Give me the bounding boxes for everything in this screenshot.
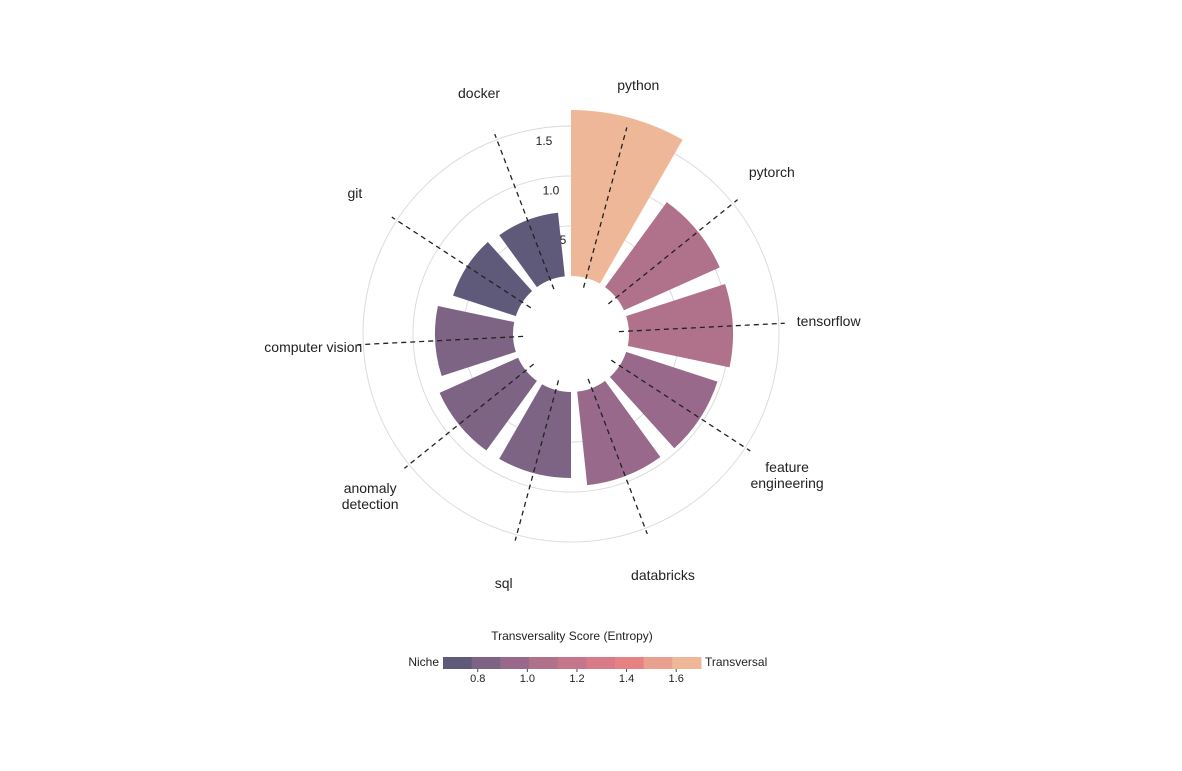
colorbar-cell — [529, 657, 559, 669]
colorbar-high-label: Transversal — [705, 655, 767, 669]
colorbar-cell — [643, 657, 673, 669]
bar — [453, 242, 533, 317]
spoke-line — [610, 359, 751, 452]
colorbar-tick-label: 1.4 — [619, 673, 634, 685]
category-label: git — [347, 185, 363, 202]
colorbar-cell — [672, 657, 702, 669]
category-label: pytorch — [748, 164, 795, 181]
category-label: computer vision — [264, 338, 363, 355]
r-tick-label: 1.0 — [543, 184, 560, 198]
spoke-line — [404, 363, 535, 469]
spoke-line — [494, 133, 555, 290]
colorbar-cell — [557, 657, 587, 669]
colorbar-cell — [615, 657, 645, 669]
colorbar-title: Transversality Score (Entropy) — [491, 629, 653, 643]
colorbar-tick-label: 1.2 — [569, 673, 584, 685]
bar — [499, 384, 571, 478]
bar — [435, 306, 516, 377]
bar — [605, 202, 720, 311]
colorbar-low-label: Niche — [408, 655, 439, 669]
colorbar-cell — [586, 657, 616, 669]
category-label: anomaly detection — [341, 479, 399, 512]
bar — [439, 357, 537, 451]
spoke-line — [357, 335, 524, 346]
colorbar-cell — [500, 657, 530, 669]
bar — [626, 283, 733, 368]
spoke-line — [514, 380, 560, 541]
colorbar-tick-label: 0.8 — [470, 673, 485, 685]
bar — [571, 110, 683, 284]
r-tick-label: 1.5 — [536, 134, 553, 148]
colorbar-cell — [443, 657, 473, 669]
colorbar-tick-label: 1.0 — [520, 673, 535, 685]
category-label: sql — [494, 575, 513, 592]
spoke-line — [582, 127, 628, 288]
bar — [577, 380, 661, 486]
bar — [499, 212, 565, 288]
category-label: databricks — [631, 567, 695, 584]
spoke-line — [587, 378, 648, 535]
spoke-line — [391, 216, 532, 309]
spoke-line — [607, 199, 738, 305]
spoke-line — [618, 322, 785, 333]
category-label: python — [617, 76, 660, 93]
colorbar-cell — [471, 657, 501, 669]
bar — [609, 351, 718, 449]
category-label: tensorflow — [796, 313, 861, 330]
category-label: feature engineering — [750, 458, 824, 491]
colorbar-tick-label: 1.6 — [669, 673, 684, 685]
category-label: docker — [458, 84, 501, 101]
